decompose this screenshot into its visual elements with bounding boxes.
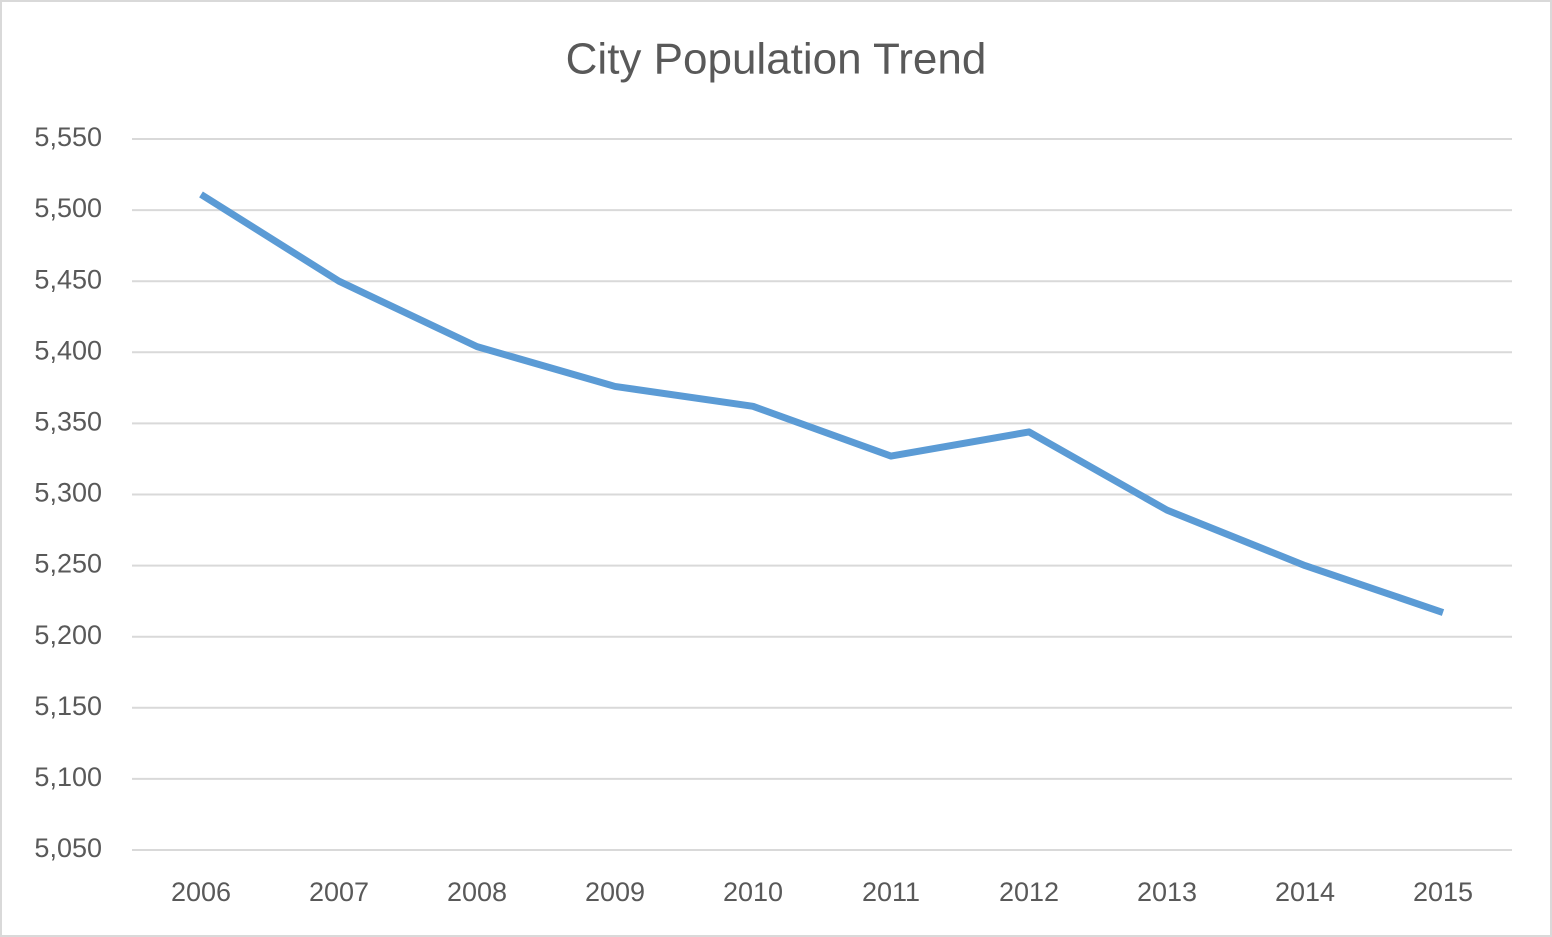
x-tick-label: 2010 <box>723 877 783 907</box>
y-tick-label: 5,400 <box>34 335 102 365</box>
x-tick-label: 2007 <box>309 877 369 907</box>
y-tick-label: 5,450 <box>34 264 102 294</box>
y-tick-label: 5,500 <box>34 193 102 223</box>
x-tick-label: 2012 <box>999 877 1059 907</box>
x-tick-label: 2008 <box>447 877 507 907</box>
y-tick-label: 5,250 <box>34 549 102 579</box>
y-tick-label: 5,550 <box>34 122 102 152</box>
y-tick-label: 5,150 <box>34 691 102 721</box>
x-tick-label: 2015 <box>1413 877 1473 907</box>
data-line <box>199 191 1445 616</box>
x-tick-label: 2006 <box>171 877 231 907</box>
y-tick-label: 5,300 <box>34 478 102 508</box>
chart-title: City Population Trend <box>566 35 987 84</box>
x-tick-label: 2014 <box>1275 877 1335 907</box>
y-tick-label: 5,200 <box>34 620 102 650</box>
y-tick-label: 5,050 <box>34 833 102 863</box>
x-tick-label: 2013 <box>1137 877 1197 907</box>
x-tick-label: 2011 <box>862 877 920 907</box>
y-tick-label: 5,350 <box>34 407 102 437</box>
x-tick-label: 2009 <box>585 877 645 907</box>
y-tick-label: 5,100 <box>34 762 102 792</box>
